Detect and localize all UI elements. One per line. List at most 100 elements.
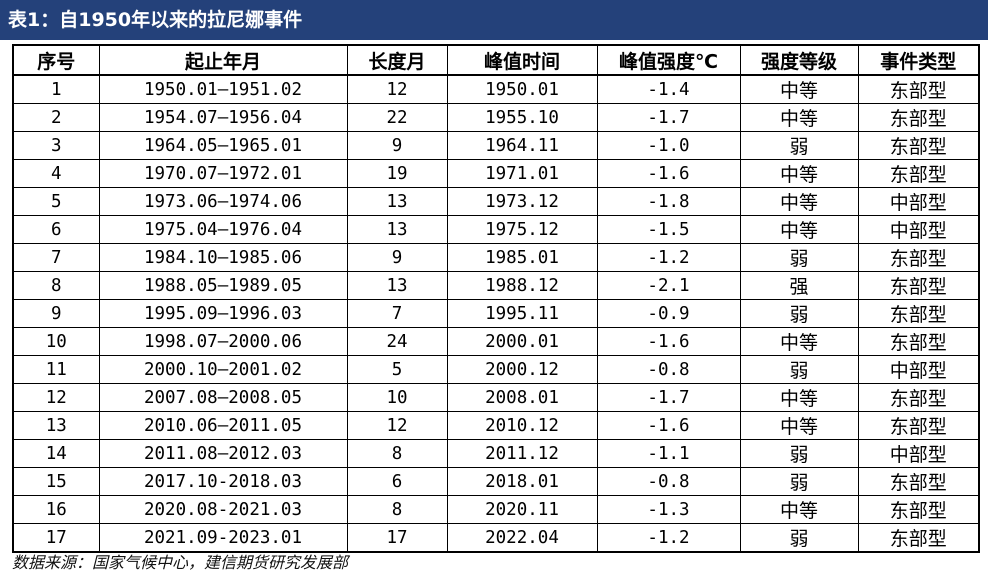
column-header: 长度月	[346, 44, 448, 76]
event-type-cell: 东部型	[857, 131, 980, 160]
table-row: 9 1995.09—1996.03 7 1995.11 -0.9 弱东部型	[12, 299, 980, 328]
period-cell: 1973.06—1974.06	[98, 187, 348, 216]
duration-months-cell: 12	[346, 74, 448, 104]
intensity-level-cell: 中等	[739, 74, 859, 104]
period-cell: 2007.08—2008.05	[98, 383, 348, 412]
peak-time-cell: 2000.01	[446, 327, 598, 356]
peak-time-cell: 1975.12	[446, 215, 598, 244]
duration-months-cell: 5	[346, 355, 448, 384]
table-row: 5 1973.06—1974.06 13 1973.12 -1.8 中等 中部型	[12, 187, 980, 216]
peak-time-cell: 1973.12	[446, 187, 598, 216]
table-row: 1 1950.01—1951.02 12 1950.01 -1.4 中等 东部型	[12, 74, 980, 104]
duration-months-cell: 9	[346, 131, 448, 160]
duration-months-cell: 13	[346, 271, 448, 300]
duration-months-cell: 24	[346, 327, 448, 356]
event-type-cell: 中部型	[857, 215, 980, 244]
event-type-cell: 东部型	[857, 103, 980, 132]
la-nina-events-table: 序号 起止年月 长度月 峰值时间 峰值强度℃ 强度等级 事件类型 1 1950.0…	[12, 44, 980, 553]
intensity-level-cell: 弱	[739, 467, 859, 496]
duration-months-cell: 10	[346, 383, 448, 412]
peak-time-cell: 1995.11	[446, 299, 598, 328]
intensity-level-cell: 强	[739, 271, 859, 300]
peak-intensity-cell: -1.2	[596, 523, 741, 553]
peak-time-cell: 2010.12	[446, 411, 598, 440]
duration-months-cell: 13	[346, 215, 448, 244]
row-number-cell: 11	[12, 355, 100, 384]
period-cell: 1998.07—2000.06	[98, 327, 348, 356]
intensity-level-cell: 中等	[739, 383, 859, 412]
table-row: 4 1970.07—1972.01 19 1971.01 -1.6 中等 东部型	[12, 159, 980, 188]
row-number-cell: 2	[12, 103, 100, 132]
peak-intensity-cell: -1.6	[596, 327, 741, 356]
intensity-level-cell: 弱	[739, 523, 859, 553]
period-cell: 2010.06—2011.05	[98, 411, 348, 440]
duration-months-cell: 12	[346, 411, 448, 440]
column-header: 峰值时间	[446, 44, 598, 76]
duration-months-cell: 17	[346, 523, 448, 553]
peak-time-cell: 2011.12	[446, 439, 598, 468]
peak-time-cell: 2020.11	[446, 495, 598, 524]
row-number-cell: 12	[12, 383, 100, 412]
duration-months-cell: 13	[346, 187, 448, 216]
row-number-cell: 3	[12, 131, 100, 160]
duration-months-cell: 22	[346, 103, 448, 132]
event-type-cell: 东部型	[857, 299, 980, 328]
table-row: 14 2011.08—2012.03 8 2011.12 -1.1 弱中部型	[12, 439, 980, 468]
period-cell: 1964.05—1965.01	[98, 131, 348, 160]
peak-time-cell: 2008.01	[446, 383, 598, 412]
peak-time-cell: 2018.01	[446, 467, 598, 496]
duration-months-cell: 6	[346, 467, 448, 496]
period-cell: 1995.09—1996.03	[98, 299, 348, 328]
duration-months-cell: 8	[346, 495, 448, 524]
period-cell: 1984.10—1985.06	[98, 243, 348, 272]
table-row: 10 1998.07—2000.06 24 2000.01 -1.6 中等 东部型	[12, 327, 980, 356]
intensity-level-cell: 弱	[739, 299, 859, 328]
intensity-level-cell: 中等	[739, 411, 859, 440]
la-nina-table-container: 序号 起止年月 长度月 峰值时间 峰值强度℃ 强度等级 事件类型 1 1950.0…	[12, 44, 980, 553]
peak-time-cell: 2000.12	[446, 355, 598, 384]
event-type-cell: 东部型	[857, 271, 980, 300]
column-header: 起止年月	[98, 44, 348, 76]
period-cell: 2011.08—2012.03	[98, 439, 348, 468]
duration-months-cell: 9	[346, 243, 448, 272]
table-row: 3 1964.05—1965.01 9 1964.11 -1.0 弱东部型	[12, 131, 980, 160]
event-type-cell: 东部型	[857, 467, 980, 496]
table-row: 15 2017.10-2018.03 6 2018.01 -0.8 弱东部型	[12, 467, 980, 496]
intensity-level-cell: 弱	[739, 131, 859, 160]
table-row: 16 2020.08-2021.03 8 2020.11 -1.3 中等 东部型	[12, 495, 980, 524]
peak-time-cell: 1950.01	[446, 74, 598, 104]
duration-months-cell: 8	[346, 439, 448, 468]
intensity-level-cell: 中等	[739, 103, 859, 132]
row-number-cell: 8	[12, 271, 100, 300]
event-type-cell: 东部型	[857, 383, 980, 412]
event-type-cell: 中部型	[857, 439, 980, 468]
row-number-cell: 14	[12, 439, 100, 468]
table-row: 13 2010.06—2011.05 12 2010.12 -1.6 中等 东部型	[12, 411, 980, 440]
peak-time-cell: 2022.04	[446, 523, 598, 553]
row-number-cell: 4	[12, 159, 100, 188]
event-type-cell: 东部型	[857, 159, 980, 188]
peak-intensity-cell: -1.0	[596, 131, 741, 160]
period-cell: 1950.01—1951.02	[98, 74, 348, 104]
column-header: 事件类型	[857, 44, 980, 76]
column-header: 峰值强度℃	[596, 44, 741, 76]
peak-time-cell: 1985.01	[446, 243, 598, 272]
peak-intensity-cell: -0.8	[596, 355, 741, 384]
peak-time-cell: 1964.11	[446, 131, 598, 160]
period-cell: 2020.08-2021.03	[98, 495, 348, 524]
duration-months-cell: 19	[346, 159, 448, 188]
intensity-level-cell: 中等	[739, 187, 859, 216]
table-row: 12 2007.08—2008.05 10 2008.01 -1.7 中等 东部型	[12, 383, 980, 412]
peak-intensity-cell: -1.8	[596, 187, 741, 216]
table-header-row: 序号 起止年月 长度月 峰值时间 峰值强度℃ 强度等级 事件类型	[12, 44, 980, 76]
peak-intensity-cell: -1.6	[596, 159, 741, 188]
period-cell: 2021.09-2023.01	[98, 523, 348, 553]
peak-intensity-cell: -1.7	[596, 383, 741, 412]
intensity-level-cell: 弱	[739, 243, 859, 272]
intensity-level-cell: 弱	[739, 355, 859, 384]
row-number-cell: 17	[12, 523, 100, 553]
row-number-cell: 7	[12, 243, 100, 272]
source-footnote: 数据来源：国家气候中心，建信期货研究发展部	[12, 553, 349, 572]
peak-intensity-cell: -0.9	[596, 299, 741, 328]
intensity-level-cell: 中等	[739, 495, 859, 524]
